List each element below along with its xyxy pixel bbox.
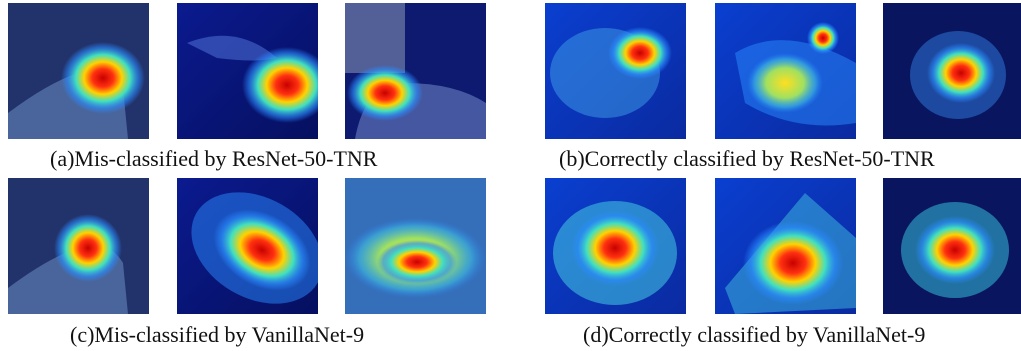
caption-b: (b)Correctly classified by ResNet-50-TNR — [559, 146, 935, 171]
panel-b-image-2 — [715, 3, 856, 139]
fish-fins-heatmap — [177, 3, 318, 139]
panel-a-image-2 — [177, 3, 318, 139]
panel-c-image-2 — [177, 178, 318, 314]
panel-b-image-1 — [545, 3, 686, 139]
panel-a-image-3 — [345, 3, 486, 139]
panel-d-image-3 — [883, 178, 1021, 314]
fish-heatmap — [715, 178, 856, 314]
fish-fins-heatmap — [177, 178, 318, 314]
flower-heatmap — [883, 178, 1021, 314]
hand-holding-worm-heatmap — [8, 3, 149, 139]
panel-a-image-1 — [8, 3, 149, 139]
panel-c-image-1 — [8, 178, 149, 314]
panel-c-image-3 — [345, 178, 486, 314]
caption-a: (a)Mis-classified by ResNet-50-TNR — [50, 146, 378, 171]
panel-b-image-3 — [883, 3, 1021, 139]
flower-heatmap — [883, 3, 1021, 139]
fish-heatmap — [715, 3, 856, 139]
panel-d-image-2 — [715, 178, 856, 314]
hedgehog-heatmap — [545, 178, 686, 314]
hands-cupped-heatmap — [345, 3, 486, 139]
caption-d: (d)Correctly classified by VanillaNet-9 — [583, 322, 926, 347]
panel-d-image-1 — [545, 178, 686, 314]
hedgehog-heatmap — [545, 3, 686, 139]
hands-cupped-heatmap — [345, 178, 486, 314]
hand-holding-worm-heatmap — [8, 178, 149, 314]
caption-c: (c)Mis-classified by VanillaNet-9 — [70, 322, 365, 347]
